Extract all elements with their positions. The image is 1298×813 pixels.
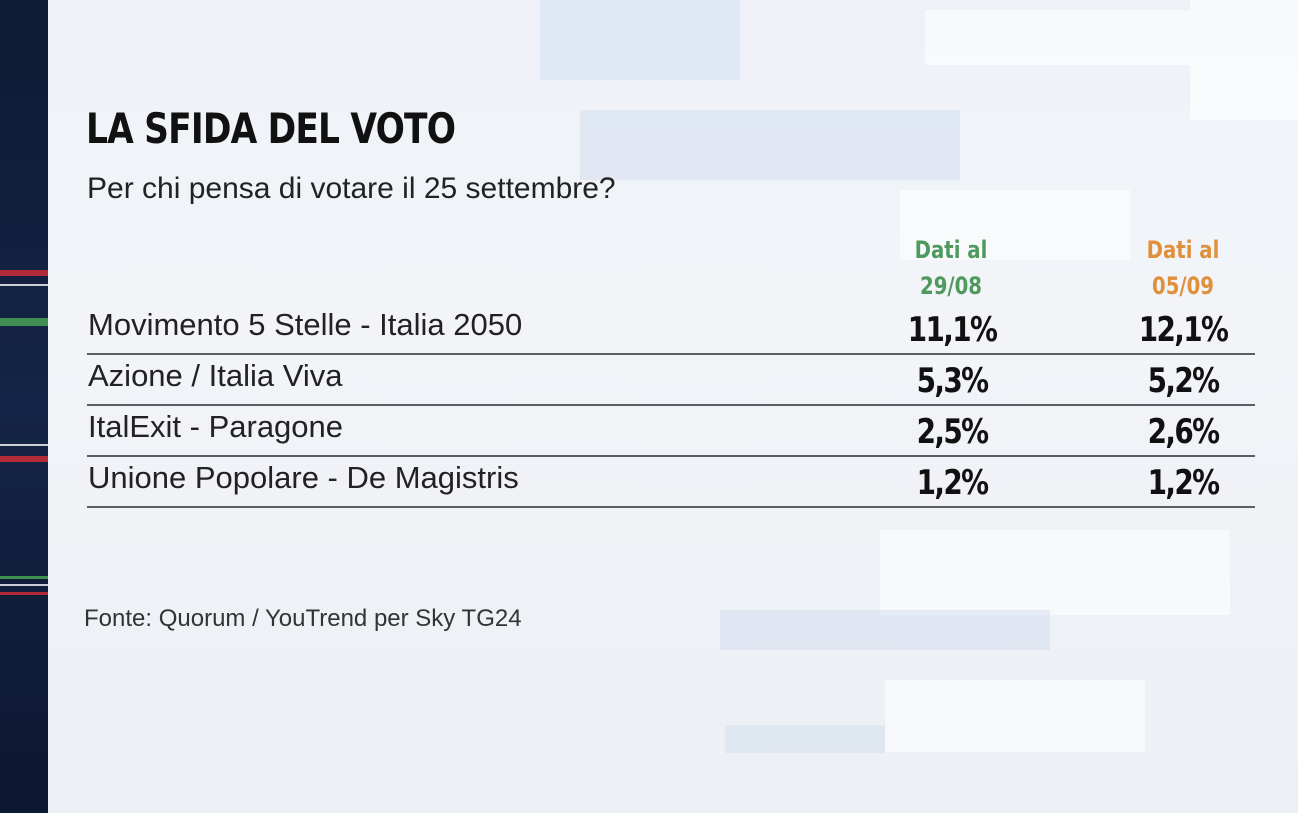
- column-header-line2: 05/09: [1152, 272, 1214, 300]
- side-strip: [0, 0, 48, 813]
- table-row: Unione Popolare - De Magistris 1,2% 1,2%: [87, 457, 1255, 508]
- strip-light-line: [0, 444, 48, 446]
- bg-panel: [720, 610, 1050, 650]
- party-name: Azione / Italia Viva: [88, 358, 343, 393]
- value-29-08: 11,1%: [907, 310, 998, 350]
- source-note: Fonte: Quorum / YouTrend per Sky TG24: [84, 605, 522, 632]
- value-05-09: 2,6%: [1147, 412, 1220, 452]
- party-name: Unione Popolare - De Magistris: [88, 460, 519, 495]
- strip-red-line: [0, 456, 48, 462]
- results-table: Movimento 5 Stelle - Italia 2050 11,1% 1…: [87, 304, 1255, 508]
- strip-light-line: [0, 584, 48, 586]
- value-29-08: 2,5%: [916, 412, 989, 452]
- party-name: ItalExit - Paragone: [88, 409, 344, 444]
- strip-red-line: [0, 270, 48, 276]
- bg-panel: [880, 530, 1230, 615]
- bg-panel: [580, 110, 960, 180]
- column-header-line2: 29/08: [920, 272, 982, 300]
- table-row: ItalExit - Paragone 2,5% 2,6%: [87, 406, 1255, 457]
- value-29-08: 5,3%: [916, 361, 989, 401]
- column-header-line1: Dati al: [914, 236, 988, 264]
- strip-green-line: [0, 318, 48, 326]
- column-header-line1: Dati al: [1146, 236, 1220, 264]
- table-row: Movimento 5 Stelle - Italia 2050 11,1% 1…: [87, 304, 1255, 355]
- page-subtitle: Per chi pensa di votare il 25 settembre?: [87, 172, 616, 205]
- value-29-08: 1,2%: [916, 463, 989, 503]
- bg-panel: [925, 10, 1190, 65]
- strip-red-line: [0, 592, 48, 595]
- strip-light-line: [0, 284, 48, 286]
- column-header-05-09: Dati al 05/09: [1134, 232, 1232, 304]
- table-row: Azione / Italia Viva 5,3% 5,2%: [87, 355, 1255, 406]
- value-05-09: 12,1%: [1138, 310, 1229, 350]
- bg-panel: [885, 680, 1145, 752]
- bg-panel: [1190, 0, 1298, 120]
- value-05-09: 5,2%: [1147, 361, 1220, 401]
- column-header-29-08: Dati al 29/08: [902, 232, 1000, 304]
- bg-panel: [540, 0, 740, 80]
- party-name: Movimento 5 Stelle - Italia 2050: [88, 307, 523, 342]
- value-05-09: 1,2%: [1147, 463, 1220, 503]
- bg-panel: [725, 725, 885, 753]
- bg-panel: [900, 190, 1130, 260]
- page-title: LA SFIDA DEL VOTO: [86, 104, 456, 153]
- strip-green-line: [0, 576, 48, 579]
